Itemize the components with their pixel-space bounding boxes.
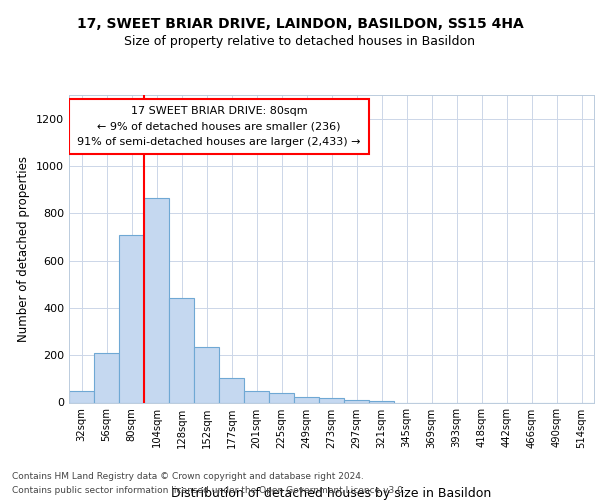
FancyBboxPatch shape xyxy=(69,98,369,154)
Bar xyxy=(69,390,94,402)
Text: 17 SWEET BRIAR DRIVE: 80sqm
← 9% of detached houses are smaller (236)
91% of sem: 17 SWEET BRIAR DRIVE: 80sqm ← 9% of deta… xyxy=(77,106,361,147)
Text: Contains HM Land Registry data © Crown copyright and database right 2024.: Contains HM Land Registry data © Crown c… xyxy=(12,472,364,481)
X-axis label: Distribution of detached houses by size in Basildon: Distribution of detached houses by size … xyxy=(172,486,491,500)
Bar xyxy=(144,198,169,402)
Text: 17, SWEET BRIAR DRIVE, LAINDON, BASILDON, SS15 4HA: 17, SWEET BRIAR DRIVE, LAINDON, BASILDON… xyxy=(77,18,523,32)
Bar xyxy=(219,378,244,402)
Bar xyxy=(194,347,219,403)
Bar xyxy=(369,400,394,402)
Bar xyxy=(169,298,194,403)
Bar xyxy=(319,398,344,402)
Bar xyxy=(244,390,269,402)
Y-axis label: Number of detached properties: Number of detached properties xyxy=(17,156,31,342)
Text: Contains public sector information licensed under the Open Government Licence v3: Contains public sector information licen… xyxy=(12,486,406,495)
Bar xyxy=(269,392,294,402)
Bar xyxy=(119,234,144,402)
Text: Size of property relative to detached houses in Basildon: Size of property relative to detached ho… xyxy=(125,35,476,48)
Bar xyxy=(344,400,369,402)
Bar xyxy=(294,396,319,402)
Bar xyxy=(94,353,119,403)
